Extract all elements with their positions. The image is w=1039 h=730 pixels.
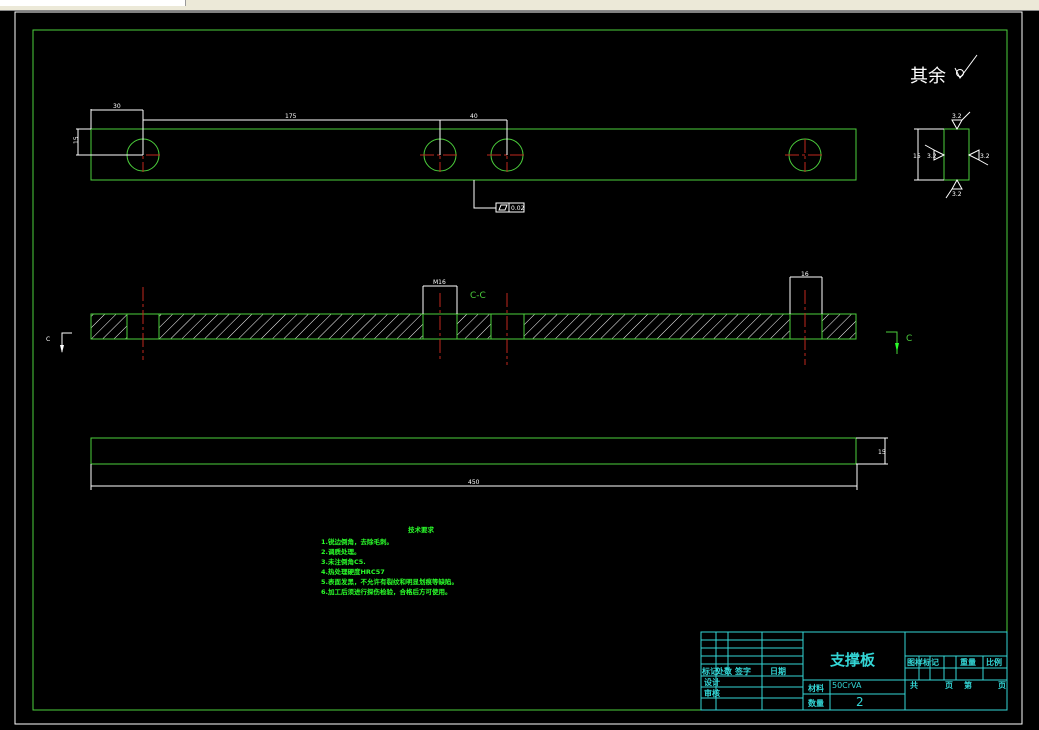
mark-label: 标记 [701,666,718,676]
window-top-bar [0,0,1039,11]
dim-15: 15 [73,136,80,144]
requirement-item: 1.锐边倒角，去除毛刺。 [321,537,393,546]
hole-4 [785,138,825,172]
review-label: 审核 [704,688,720,698]
section-view: M16 16 C-C C C [46,271,912,365]
roughness-icon [945,178,963,199]
cut-mark-right: C [906,334,912,344]
date-label: 日期 [770,666,786,676]
section-label: C-C [470,291,486,301]
bottom-view: 450 15 [90,437,888,490]
requirement-item: 2.调质处理。 [321,547,361,556]
requirement-item: 6.加工后须进行探伤检验，合格后方可使用。 [321,587,452,596]
dim-16: 16 [801,271,809,278]
sheet-label: 第 [964,680,972,690]
quantity-value: 2 [856,695,864,709]
roughness-value: 3.2 [927,153,937,160]
weight-label: 重量 [960,657,976,667]
roughness-icon [967,149,989,166]
count-label: 处数 [715,666,733,676]
quantity-label: 数量 [808,698,824,708]
requirement-item: 4.热处理硬度HRC57 [321,567,385,576]
requirement-item: 5.表面发黑，不允许有裂纹和明显划痕等缺陷。 [321,577,458,586]
side-view: 15 3.2 3.2 3.2 3.2 [913,111,990,199]
total-label: 共 [910,680,918,690]
drawing-mark-label: 图样标记 [907,657,939,667]
dim-450: 450 [468,479,480,486]
material-label: 材料 [808,683,824,693]
flatness-tolerance-frame: 0.02 [495,202,525,213]
roughness-icon [954,54,978,79]
design-label: 设计 [704,677,720,687]
dim-30: 30 [113,103,121,110]
flatness-icon [498,204,508,211]
tech-requirements-title: 技术要求 [408,525,435,534]
title-block: 支撑板 材料 50CrVA 数量 2 标记 处数 签字 日期 设计 审核 图样标… [700,631,1008,711]
roughness-value: 3.2 [952,191,962,198]
roughness-note-label: 其余 [910,66,946,87]
sheet-border [14,11,1023,725]
roughness-icon [924,144,946,161]
roughness-note: 其余 [910,54,978,87]
roughness-value: 3.2 [980,153,990,160]
dim-175: 175 [285,113,297,120]
flatness-value: 0.02 [511,205,525,212]
roughness-value: 3.2 [952,113,962,120]
dim-m16: M16 [433,279,446,286]
page-label-2: 页 [998,681,1006,690]
cut-mark-left: C [46,336,50,343]
drawing-frame [32,29,1008,711]
roughness-icon [951,111,971,131]
plate-outline [90,128,857,181]
top-view: 30 175 40 15 0.02 [73,103,857,213]
scale-label: 比例 [986,657,1002,667]
page-label: 页 [945,681,953,690]
material-value: 50CrVA [832,681,862,690]
dim-40: 40 [470,113,478,120]
tech-requirements: 技术要求 1.锐边倒角，去除毛刺。 2.调质处理。 3.未注倒角C5. 4.热处… [321,525,458,596]
tab-strip[interactable] [0,0,186,6]
side-dim-15: 15 [913,153,921,160]
requirement-item: 3.未注倒角C5. [321,557,366,566]
dim-thickness-15: 15 [878,449,886,456]
sign-label: 签字 [734,666,751,676]
part-name: 支撑板 [829,651,876,669]
